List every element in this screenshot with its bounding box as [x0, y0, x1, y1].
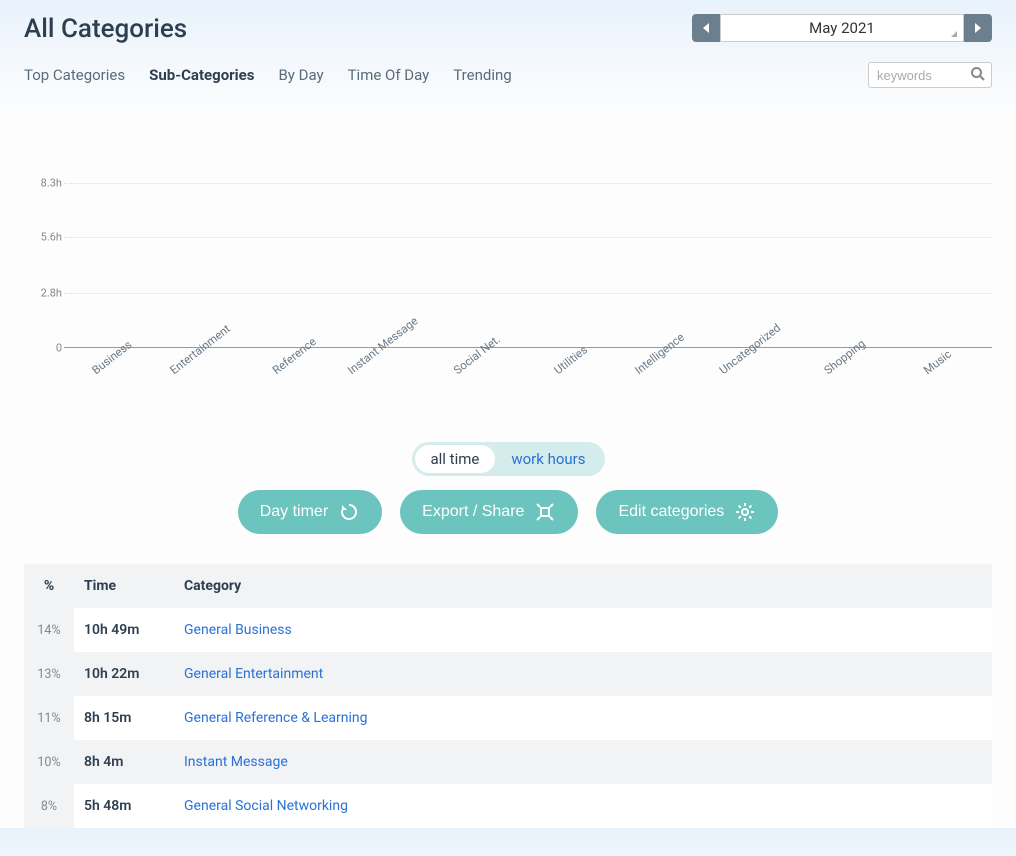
cell-time: 8h 15m — [74, 696, 174, 740]
date-prev-button[interactable] — [692, 14, 720, 42]
chart-bar-label: Reference — [262, 325, 319, 377]
chart-bar-label: Social Net. — [444, 323, 504, 377]
cell-percent: 8% — [24, 784, 74, 828]
toggle-all-time[interactable]: all time — [415, 445, 496, 473]
tab-sub-categories[interactable]: Sub-Categories — [149, 66, 254, 84]
category-table: % Time Category 14%10h 49m General Busine… — [24, 564, 992, 828]
category-link[interactable]: General Business — [184, 622, 292, 638]
edit-categories-label: Edit categories — [618, 503, 724, 521]
chart-bar-label: Uncategorized — [709, 311, 783, 377]
table-row: 14%10h 49m General Business — [24, 608, 992, 652]
tab-by-day[interactable]: By Day — [278, 66, 323, 84]
table-row: 8%5h 48m General Social Networking — [24, 784, 992, 828]
report-tabs: Top Categories Sub-Categories By Day Time O… — [24, 66, 512, 84]
day-timer-label: Day timer — [260, 503, 328, 521]
edit-categories-button[interactable]: Edit categories — [596, 490, 778, 534]
chart-bar-label: Shopping — [813, 327, 867, 377]
cell-category: General Entertainment — [174, 652, 992, 696]
export-share-label: Export / Share — [422, 503, 524, 521]
chart-bar-label: Intelligence — [625, 320, 687, 377]
category-link[interactable]: General Reference & Learning — [184, 710, 367, 726]
date-range-field[interactable]: May 2021 — [720, 14, 964, 42]
cell-category: General Business — [174, 608, 992, 652]
category-link[interactable]: General Social Networking — [184, 798, 348, 814]
col-percent: % — [24, 564, 74, 608]
category-link[interactable]: General Entertainment — [184, 666, 323, 682]
y-tick: 2.8h — [26, 286, 62, 299]
cell-category: General Reference & Learning — [174, 696, 992, 740]
cell-percent: 11% — [24, 696, 74, 740]
page-title: All Categories — [24, 14, 187, 44]
col-category: Category — [174, 564, 992, 608]
cell-category: Instant Message — [174, 740, 992, 784]
cell-time: 10h 49m — [74, 608, 174, 652]
gear-icon — [734, 501, 756, 523]
chart-bar-label: Music — [914, 337, 955, 377]
time-filter-toggle: all timework hours — [412, 442, 605, 476]
y-tick: 5.6h — [26, 231, 62, 244]
toggle-work-hours[interactable]: work hours — [495, 445, 601, 473]
chart-bar-label: Business — [81, 328, 134, 377]
table-row: 10%8h 4m Instant Message — [24, 740, 992, 784]
cell-percent: 10% — [24, 740, 74, 784]
chevron-right-icon — [973, 22, 983, 34]
y-tick: 0 — [26, 342, 62, 355]
cell-percent: 13% — [24, 652, 74, 696]
tab-trending[interactable]: Trending — [453, 66, 511, 84]
y-tick: 8.3h — [26, 177, 62, 190]
date-range-picker: May 2021 — [692, 14, 992, 42]
search-wrap — [868, 62, 992, 88]
chart-bar-label: Utilities — [544, 333, 590, 377]
day-timer-button[interactable]: Day timer — [238, 490, 382, 534]
chevron-left-icon — [701, 22, 711, 34]
cell-percent: 14% — [24, 608, 74, 652]
refresh-icon — [338, 501, 360, 523]
tab-top-categories[interactable]: Top Categories — [24, 66, 125, 84]
search-icon[interactable] — [970, 66, 986, 86]
tab-time-of-day[interactable]: Time Of Day — [348, 66, 430, 84]
cell-time: 8h 4m — [74, 740, 174, 784]
category-link[interactable]: Instant Message — [184, 754, 288, 770]
date-next-button[interactable] — [964, 14, 992, 42]
chart-area: 02.8h5.6h8.3h BusinessEntertainmentRefer… — [0, 98, 1016, 408]
export-share-button[interactable]: Export / Share — [400, 490, 578, 534]
export-icon — [534, 501, 556, 523]
cell-time: 10h 22m — [74, 652, 174, 696]
table-row: 11%8h 15m General Reference & Learning — [24, 696, 992, 740]
chart-bar-label: Entertainment — [160, 312, 233, 377]
table-row: 13%10h 22m General Entertainment — [24, 652, 992, 696]
chart-bars: BusinessEntertainmentReferenceInstant Me… — [64, 128, 992, 348]
cell-category: General Social Networking — [174, 784, 992, 828]
col-time: Time — [74, 564, 174, 608]
chart-y-axis: 02.8h5.6h8.3h — [26, 128, 62, 348]
cell-time: 5h 48m — [74, 784, 174, 828]
chart-bar-label: Instant Message — [337, 304, 420, 377]
